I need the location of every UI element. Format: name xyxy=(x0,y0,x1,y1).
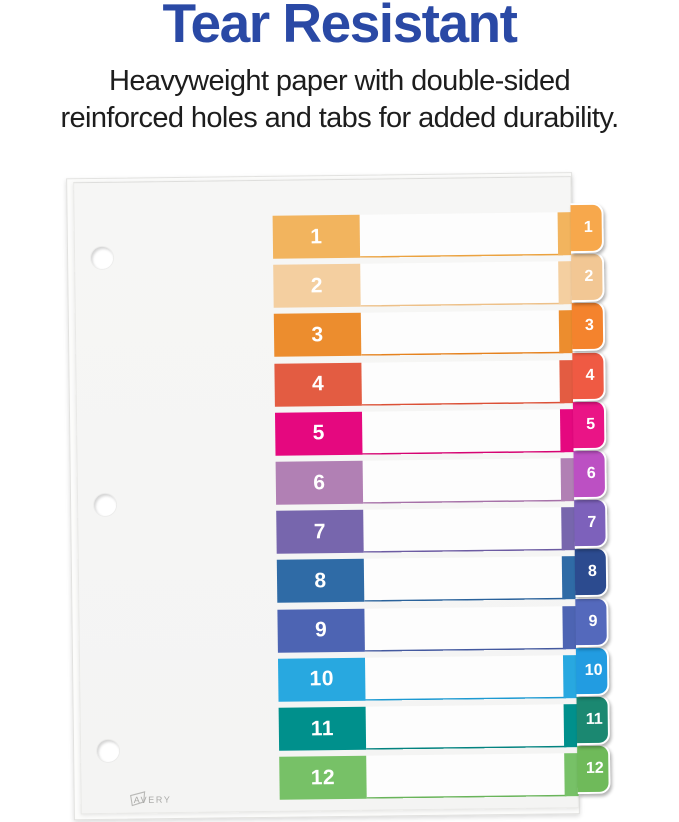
tab-number: 11 xyxy=(585,710,603,729)
row-number: 4 xyxy=(311,372,325,396)
tab-number: 2 xyxy=(584,268,594,286)
row-number: 10 xyxy=(309,667,335,691)
toc-row-8: 8 xyxy=(276,556,577,604)
index-tab-7: 7 xyxy=(574,497,608,549)
row-band xyxy=(364,605,577,652)
row-band xyxy=(361,408,575,455)
tab-number: 10 xyxy=(584,661,603,679)
row-band xyxy=(366,753,579,799)
row-number: 9 xyxy=(314,618,328,642)
toc-row-4: 4 xyxy=(274,359,574,407)
avery-logo: AVERY xyxy=(130,789,180,810)
toc-row-7: 7 xyxy=(276,507,576,554)
row-number: 11 xyxy=(310,716,335,740)
index-tab-4: 4 xyxy=(572,350,606,401)
row-band xyxy=(361,359,574,406)
row-number: 5 xyxy=(312,421,325,445)
row-color-block: 2 xyxy=(273,263,361,308)
row-color-block: 8 xyxy=(276,559,365,604)
index-tab-10: 10 xyxy=(575,645,610,696)
tab-number: 12 xyxy=(585,759,604,778)
toc-row-5: 5 xyxy=(274,408,575,456)
row-number: 8 xyxy=(314,569,327,593)
index-tab-2: 2 xyxy=(571,251,605,303)
row-band xyxy=(360,310,574,357)
subheadline-line-2: reinforced holes and tabs for added dura… xyxy=(60,102,619,134)
row-color-block: 3 xyxy=(273,313,362,358)
tab-number: 6 xyxy=(586,464,596,482)
toc-row-3: 3 xyxy=(273,310,574,358)
row-band xyxy=(362,458,576,504)
row-number: 6 xyxy=(313,470,326,494)
row-number: 7 xyxy=(313,519,327,544)
row-color-block: 6 xyxy=(275,460,364,505)
row-color-block: 4 xyxy=(274,362,362,407)
toc-row-11: 11 xyxy=(278,704,579,751)
tab-number: 5 xyxy=(586,415,596,433)
index-tab-9: 9 xyxy=(575,596,609,647)
row-band xyxy=(363,507,576,553)
divider-sheet: AVERY xyxy=(73,176,579,815)
row-band xyxy=(359,212,573,258)
toc-row-1: 1 xyxy=(272,212,573,259)
row-band xyxy=(365,704,579,750)
headline: Tear Resistant xyxy=(162,0,518,54)
punch-hole-middle xyxy=(93,493,117,517)
index-tab-6: 6 xyxy=(573,448,608,500)
toc-row-6: 6 xyxy=(275,458,576,505)
row-number: 2 xyxy=(310,273,324,298)
tab-number: 4 xyxy=(585,366,595,384)
tab-number: 1 xyxy=(583,218,593,237)
toc-row-2: 2 xyxy=(273,261,573,308)
toc-row-12: 12 xyxy=(279,753,579,800)
toc-row-9: 9 xyxy=(277,605,577,653)
tab-number: 7 xyxy=(587,514,597,532)
row-color-block: 11 xyxy=(278,706,367,751)
row-number: 3 xyxy=(311,323,324,347)
tab-number: 9 xyxy=(588,612,598,630)
index-tab-11: 11 xyxy=(576,694,611,746)
index-tab-8: 8 xyxy=(574,547,609,598)
index-tab-12: 12 xyxy=(577,743,611,795)
tab-number: 3 xyxy=(584,317,595,335)
punch-hole-top xyxy=(90,246,114,270)
avery-logo-text: AVERY xyxy=(134,795,172,805)
row-color-block: 5 xyxy=(274,411,363,456)
tab-number: 8 xyxy=(587,563,598,581)
row-color-block: 10 xyxy=(277,657,366,702)
row-color-block: 12 xyxy=(279,755,367,800)
row-band xyxy=(363,556,577,603)
row-color-block: 7 xyxy=(276,509,364,554)
toc-row-10: 10 xyxy=(277,654,578,702)
row-band xyxy=(364,654,578,701)
avery-logo-mark xyxy=(130,791,146,807)
subheadline: Heavyweight paper with double-sided reinf… xyxy=(0,63,679,137)
row-band xyxy=(360,261,573,307)
index-tab-3: 3 xyxy=(571,301,606,352)
punch-hole-bottom xyxy=(96,739,120,762)
row-color-block: 9 xyxy=(277,608,365,653)
subheadline-line-1: Heavyweight paper with double-sided xyxy=(108,65,571,97)
row-number: 1 xyxy=(310,224,323,248)
index-tab-1: 1 xyxy=(570,202,605,254)
index-tab-5: 5 xyxy=(572,399,607,450)
row-number: 12 xyxy=(310,765,336,790)
row-color-block: 1 xyxy=(272,214,361,259)
